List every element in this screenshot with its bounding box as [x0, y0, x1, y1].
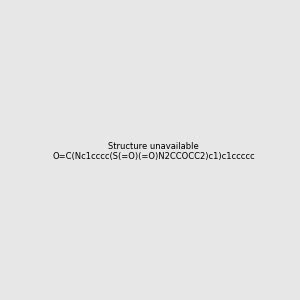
- Text: Structure unavailable
O=C(Nc1cccc(S(=O)(=O)N2CCOCC2)c1)c1ccccc: Structure unavailable O=C(Nc1cccc(S(=O)(…: [52, 142, 255, 161]
